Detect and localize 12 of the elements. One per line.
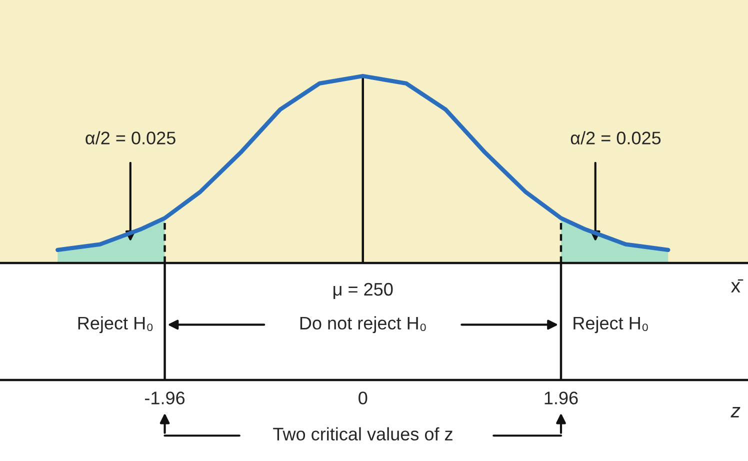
annotation: α/2 = 0.025 bbox=[86, 131, 176, 144]
text: x̄ bbox=[731, 279, 744, 292]
x-axis-title: z bbox=[730, 407, 740, 418]
x-tick-label: 0 bbox=[358, 392, 368, 404]
annotation: α/2 = 0.025 bbox=[570, 131, 661, 144]
annotation: μ = 250 bbox=[334, 282, 393, 299]
text: Reject H₀ bbox=[574, 316, 648, 334]
text: Reject H₀ bbox=[78, 316, 153, 334]
x-tick-label: -1.96 bbox=[144, 392, 185, 404]
x-tick-label: 1.96 bbox=[544, 392, 578, 404]
text: Two critical values of z bbox=[273, 427, 452, 440]
text: Do not reject H₀ bbox=[300, 316, 426, 334]
